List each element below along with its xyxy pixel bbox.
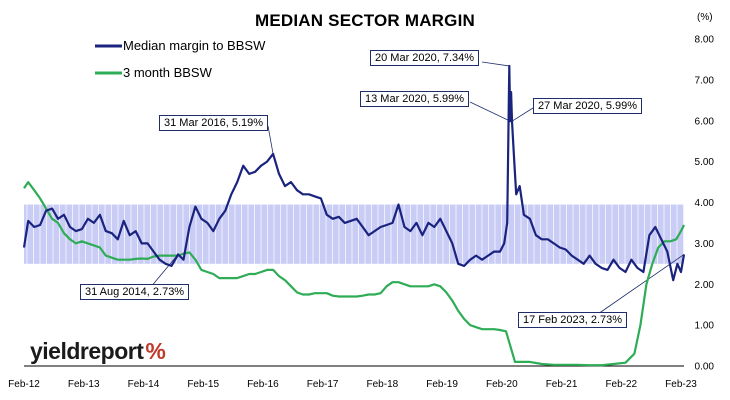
series-lines [22,64,686,367]
x-tick-label: Feb-15 [187,379,219,390]
annotation-label: 20 Mar 2020, 7.34% [370,50,480,66]
y-tick-label: 1.00 [695,321,715,332]
series-line-bbsw [23,181,685,367]
x-tick-label: Feb-22 [605,379,637,390]
annotation-label: 27 Mar 2020, 5.99% [533,98,643,114]
x-tick-label: Feb-12 [8,379,40,390]
chart-title: MEDIAN SECTOR MARGIN [255,11,475,30]
y-tick-label: 5.00 [695,157,715,168]
logo-percent-icon: % [145,338,166,364]
y-tick-label: 6.00 [695,116,715,127]
y-axis: 0.00 1.00 2.00 3.00 4.00 5.00 6.00 7.00 8.00 [695,35,715,373]
logo-text: yieldreport [30,338,144,364]
legend-item-bbsw: 3 month BBSW [123,65,212,80]
x-tick-label: Feb-23 [665,379,697,390]
x-axis: Feb-12 Feb-13 Feb-14 Feb-15 Feb-16 Feb-17 Feb-… [8,379,697,390]
x-tick-label: Feb-21 [546,379,578,390]
x-tick-label: Feb-18 [367,379,399,390]
annotation-leader [481,61,510,67]
legend-label-bbsw: 3 month BBSW [123,65,212,80]
annotation-leader [469,101,511,122]
y-tick-label: 0.00 [695,362,715,373]
band-stripes [26,204,684,264]
annotation-label: 13 Mar 2020, 5.99% [360,91,470,107]
annotation-label: 31 Mar 2016, 5.19% [159,115,269,131]
legend-label-median: Median margin to BBSW [123,38,266,53]
y-tick-label: 4.00 [695,198,715,209]
y-axis-unit: (%) [697,12,713,23]
x-tick-label: Feb-13 [68,379,100,390]
annotation-label: 31 Aug 2014, 2.73% [80,284,190,300]
annotation-leader [511,107,534,122]
x-tick-label: Feb-20 [486,379,518,390]
x-tick-label: Feb-14 [128,379,160,390]
chart-band [24,204,684,264]
annotation-label: 17 Feb 2023, 2.73% [518,312,628,328]
y-tick-label: 2.00 [695,280,715,291]
x-tick-label: Feb-17 [307,379,339,390]
y-tick-label: 8.00 [695,35,715,46]
x-tick-label: Feb-16 [247,379,279,390]
y-tick-label: 3.00 [695,239,715,250]
legend-item-median: Median margin to BBSW [123,38,265,53]
annotation-leader [267,125,274,154]
yieldreport-logo: yieldreport% [30,338,166,365]
annotation-leader [149,254,179,289]
y-tick-label: 7.00 [695,75,715,86]
series-line-median-margin [22,64,686,282]
x-tick-label: Feb-19 [426,379,458,390]
